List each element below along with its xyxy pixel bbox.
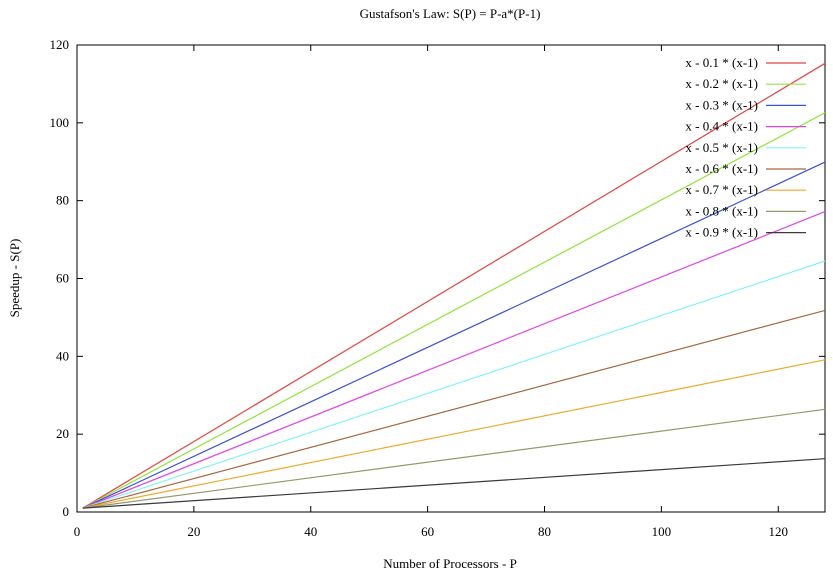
chart-title: Gustafson's Law: S(P) = P-a*(P-1) bbox=[360, 6, 541, 21]
legend-label-5: x - 0.5 * (x-1) bbox=[685, 140, 758, 155]
series-line-6 bbox=[82, 309, 826, 509]
series-line-9 bbox=[82, 458, 826, 509]
series-line-8 bbox=[82, 408, 826, 509]
x-tick-label: 0 bbox=[74, 524, 81, 539]
legend-label-9: x - 0.9 * (x-1) bbox=[685, 225, 758, 240]
y-tick-label: 80 bbox=[56, 193, 69, 208]
x-tick-label: 120 bbox=[769, 524, 789, 539]
legend-label-6: x - 0.6 * (x-1) bbox=[685, 161, 758, 176]
legend-label-1: x - 0.1 * (x-1) bbox=[685, 55, 758, 70]
series-line-5 bbox=[82, 260, 826, 509]
y-tick-label: 60 bbox=[56, 271, 69, 286]
y-tick-label: 120 bbox=[50, 37, 70, 52]
y-tick-label: 20 bbox=[56, 426, 69, 441]
legend: x - 0.1 * (x-1) x - 0.2 * (x-1) x - 0.3 * … bbox=[685, 55, 806, 240]
plot-frame bbox=[76, 44, 826, 513]
series-line-3 bbox=[82, 161, 826, 509]
series-line-4 bbox=[82, 211, 826, 509]
legend-label-8: x - 0.8 * (x-1) bbox=[685, 203, 758, 218]
y-tick-label: 0 bbox=[63, 504, 70, 519]
y-tick-label: 100 bbox=[50, 115, 70, 130]
x-tick-label: 80 bbox=[538, 524, 551, 539]
x-tick-label: 100 bbox=[652, 524, 672, 539]
series-line-2 bbox=[82, 112, 826, 509]
legend-label-2: x - 0.2 * (x-1) bbox=[685, 76, 758, 91]
y-tick-label: 40 bbox=[56, 348, 69, 363]
x-tick-label: 60 bbox=[421, 524, 434, 539]
series-layer bbox=[82, 62, 826, 509]
x-tick-label: 40 bbox=[304, 524, 317, 539]
series-line-1 bbox=[82, 62, 826, 509]
x-axis-label: Number of Processors - P bbox=[383, 556, 517, 571]
x-tick-label: 20 bbox=[187, 524, 200, 539]
y-axis-label: Speedup - S(P) bbox=[7, 239, 22, 318]
legend-label-7: x - 0.7 * (x-1) bbox=[685, 182, 758, 197]
legend-label-3: x - 0.3 * (x-1) bbox=[685, 97, 758, 112]
legend-label-4: x - 0.4 * (x-1) bbox=[685, 119, 758, 134]
series-line-7 bbox=[82, 359, 826, 509]
plot-area: 0 20 40 60 80 100 120 0 20 40 60 80 100 120 bbox=[50, 37, 826, 539]
